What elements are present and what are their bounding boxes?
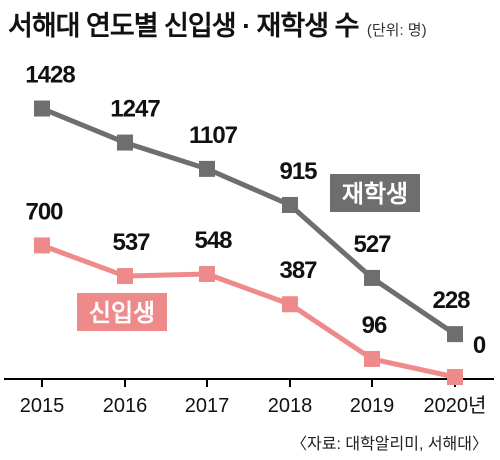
data-point-enrolled: [199, 160, 215, 177]
series-line-enrolled: [41, 106, 457, 337]
data-point-freshmen: [34, 237, 50, 254]
series-line-freshmen: [41, 243, 456, 380]
data-point-enrolled: [117, 134, 133, 151]
data-point-freshmen: [117, 268, 133, 285]
data-point-enrolled: [34, 100, 50, 117]
series-badge-freshmen: [77, 293, 167, 331]
x-tick-label: 2015: [20, 395, 65, 417]
data-point-freshmen: [364, 350, 380, 367]
chart-title: 서해대 연도별 신입생 · 재학생 수: [8, 11, 359, 41]
data-label-freshmen: 387: [279, 257, 317, 284]
x-tick-label: 2018: [268, 395, 313, 417]
series-name-freshmen: 신입생: [89, 300, 155, 327]
data-label-freshmen: 700: [25, 198, 63, 225]
data-label-enrolled: 228: [432, 287, 470, 314]
data-label-freshmen: 537: [112, 229, 150, 256]
title-row: 서해대 연도별 신입생 · 재학생 수 (단위: 명): [8, 4, 427, 43]
data-point-freshmen: [282, 296, 298, 313]
data-label-enrolled: 1107: [189, 122, 238, 149]
series-name-enrolled: 재학생: [342, 181, 408, 208]
source-note: 〈자료: 대학알리미, 서해대〉: [291, 436, 488, 453]
series-badge-enrolled: [330, 174, 420, 212]
unit-note: (단위: 명): [366, 22, 427, 39]
x-tick-label: 2017: [185, 395, 230, 417]
data-label-freshmen: 96: [362, 312, 387, 339]
data-label-enrolled: 527: [353, 231, 391, 258]
data-label-enrolled: 915: [279, 158, 317, 185]
data-point-enrolled: [282, 196, 298, 213]
x-tick-label: 2019: [350, 395, 395, 417]
data-label-enrolled: 1428: [25, 62, 75, 89]
x-tick-label: 2020년: [424, 394, 487, 417]
data-point-enrolled: [364, 269, 380, 286]
data-label-freshmen: 0: [473, 332, 486, 359]
data-point-freshmen: [447, 369, 463, 385]
data-point-enrolled: [447, 326, 463, 343]
data-point-freshmen: [199, 265, 215, 282]
x-tick-label: 2016: [103, 395, 148, 417]
data-label-freshmen: 548: [194, 227, 232, 254]
data-label-enrolled: 1247: [110, 96, 160, 123]
